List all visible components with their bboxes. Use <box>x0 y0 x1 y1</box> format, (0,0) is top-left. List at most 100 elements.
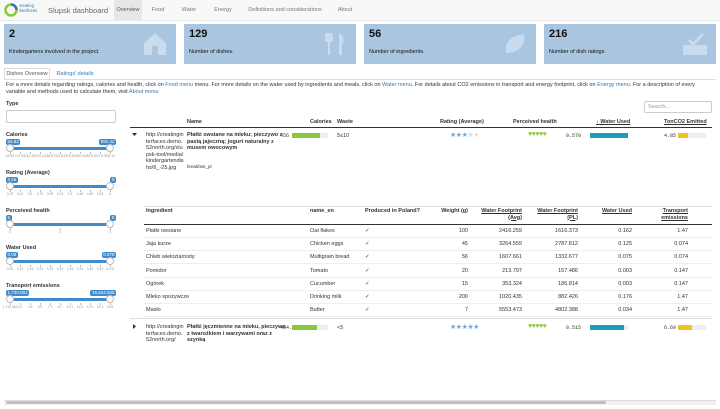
nav-tab[interactable]: Definitions and considerations <box>248 7 322 13</box>
ingredient-rule <box>144 250 712 252</box>
slider-tick-label: 4.13 <box>56 192 64 196</box>
star: ★ <box>461 324 468 331</box>
star: ★ <box>455 324 462 331</box>
slider-tick <box>60 228 61 230</box>
slider-handle[interactable] <box>106 220 114 228</box>
slider-tick-label: 0.53 <box>96 267 104 271</box>
slider-tick-label: 0.578 <box>105 267 115 271</box>
slider-tick <box>10 265 11 267</box>
slider-tick <box>80 152 81 154</box>
slider-tick <box>10 152 11 154</box>
slider-tick <box>60 152 61 154</box>
nav-tab[interactable]: Overview <box>114 0 142 20</box>
slider-handle[interactable] <box>106 295 114 303</box>
ingredient-cell: 15 <box>461 280 468 287</box>
slider-handle[interactable] <box>6 295 14 303</box>
search-placeholder: Search... <box>648 104 671 110</box>
table-header[interactable]: Rating (Average) <box>440 119 484 125</box>
slider-handle[interactable] <box>6 220 14 228</box>
ingredient-cell: 0.003 <box>618 267 632 274</box>
ingredient-cell: Butter <box>310 307 325 314</box>
value-box: 129 Number of dishes. <box>184 24 356 64</box>
ingredient-cell: 200 <box>458 294 468 300</box>
table-header[interactable]: Name <box>187 119 202 125</box>
intro-link[interactable]: Water menu <box>382 82 412 88</box>
slider-tick <box>80 303 81 305</box>
slider-tick-label: 14.3 <box>96 305 104 309</box>
slider-tick <box>10 303 11 305</box>
nav-tab[interactable]: About <box>337 7 353 13</box>
slider-track <box>10 260 110 263</box>
table-header[interactable]: ↓ Water Used <box>596 119 631 125</box>
nav-tab[interactable]: Energy <box>214 7 232 13</box>
slider-tick <box>100 303 101 305</box>
ingredient-cell: 20 <box>461 267 468 274</box>
slider-handle[interactable] <box>106 182 114 190</box>
slider-max: 0.578 <box>101 252 116 258</box>
ingredient-rule <box>144 237 712 238</box>
slider-min: 3.25 <box>6 177 18 183</box>
value-box: 216 Number of dish ratings. <box>544 24 716 64</box>
ingredient-header: name_en <box>310 208 334 214</box>
intro-link[interactable]: About menu <box>128 89 159 95</box>
intro-link[interactable]: Food menu <box>165 82 194 88</box>
dish-image-url: http://creatinginterfaces.demo.52north.o… <box>146 324 184 343</box>
slider-min: 5 <box>6 215 12 221</box>
type-input[interactable] <box>6 110 116 123</box>
scrollbar-thumb[interactable] <box>6 401 606 404</box>
ingredient-cell: 1616.373 <box>555 228 578 234</box>
ingredient-header: Ingredient <box>146 208 173 214</box>
heart: ♥ <box>528 131 532 138</box>
ingredient-cell: 213.797 <box>502 267 522 274</box>
slider-handle[interactable] <box>6 144 14 152</box>
slider-handle[interactable] <box>6 257 14 265</box>
slider-tick <box>70 152 71 154</box>
ingredient-cell: ✓ <box>365 294 370 300</box>
value-box-icon-svg <box>325 33 344 55</box>
slider-track <box>10 185 110 188</box>
table-header[interactable]: Perceived health <box>513 119 557 125</box>
slider-tick-label: 11.5 <box>76 305 84 309</box>
filter-label: Rating (Average) <box>6 170 50 176</box>
slider-tick-label: 107.59 <box>14 154 26 158</box>
slider-handle[interactable] <box>106 144 114 152</box>
heart: ♥ <box>542 323 547 330</box>
table-header[interactable]: Calories <box>310 119 332 125</box>
slider-tick-label: 0.13 <box>16 267 24 271</box>
ingredient-cell: Chicken eggs <box>310 241 344 248</box>
ingredient-cell: 0.162 <box>618 228 632 234</box>
ingredient-cell: ✓ <box>365 307 370 314</box>
slider-track <box>10 223 110 226</box>
slider-max: 5 <box>110 215 116 221</box>
slider-tick-label: 3.78 <box>36 192 44 196</box>
water-value: 0.578 <box>566 133 582 139</box>
slider-tick-label: 5 <box>9 230 11 234</box>
table-header[interactable]: Waste <box>337 119 353 125</box>
header-rule <box>130 127 712 128</box>
ingredient-cell: 2416.259 <box>499 228 522 234</box>
slider-handle[interactable] <box>106 257 114 265</box>
value-box-number: 216 <box>549 28 568 40</box>
slider-handle[interactable] <box>6 182 14 190</box>
content-tab[interactable]: Ratings' details <box>56 71 94 77</box>
slider-tick-label: 5.9 <box>37 305 43 309</box>
slider-tick <box>40 190 41 192</box>
slider-tick <box>60 265 61 267</box>
nav-tab[interactable]: Food <box>151 7 165 13</box>
table-header[interactable]: TonCO2 Emitted <box>664 119 707 125</box>
intro-link[interactable]: Energy menu <box>597 82 630 88</box>
brand: creating interfaces <box>19 3 38 13</box>
slider-tick <box>70 303 71 305</box>
search-input[interactable] <box>644 101 712 113</box>
meal-type: breakfast_pl <box>187 164 212 169</box>
slider-tick-label: 3.1 <box>17 305 23 309</box>
heart: ♥ <box>531 131 536 138</box>
nav-tab[interactable]: Water <box>181 7 197 13</box>
water-bar <box>590 325 624 330</box>
value-box-icon-svg <box>505 34 525 53</box>
calories-value: 456 <box>280 133 290 139</box>
value-box-icon <box>142 31 168 57</box>
slider-tick-label: 53.83 <box>5 154 15 158</box>
slider-tick <box>10 228 11 230</box>
intro-text: . For details about CO2 emissions in tra… <box>411 82 598 88</box>
